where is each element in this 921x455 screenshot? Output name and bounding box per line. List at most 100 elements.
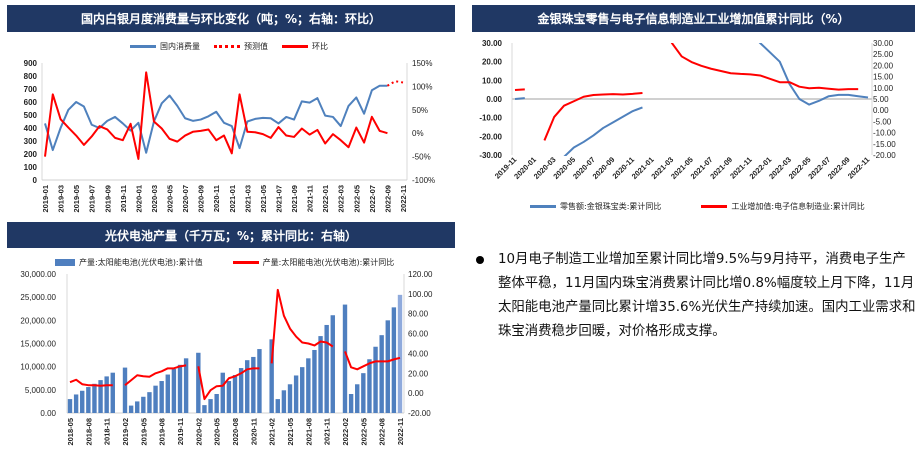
bar: [361, 373, 366, 413]
y-right-tick-label: 30.00: [873, 39, 894, 48]
y-right-tick-label: 80.00: [408, 310, 429, 319]
x-tick-label: 2021-11: [306, 185, 315, 212]
y-right-tick-label: -50%: [412, 153, 431, 162]
bar: [177, 364, 183, 413]
y-right-tick-label: 100%: [412, 82, 432, 91]
bar: [220, 372, 225, 413]
bar: [202, 405, 207, 413]
y-left-tick-label: 15,000.00: [20, 340, 56, 349]
legend-item: 环比: [282, 41, 328, 52]
y-right-tick-label: 60.00: [408, 330, 429, 339]
bar: [67, 399, 73, 413]
legend-item: 预测值: [214, 41, 268, 52]
y-left-tick-label: 0.00: [486, 95, 502, 104]
x-tick-label: 2019-03: [57, 185, 66, 213]
y-right-tick-label: 5.00: [873, 95, 889, 104]
legend-label: 环比: [312, 42, 328, 51]
bar: [257, 349, 262, 413]
x-tick-label: 2021-09: [290, 185, 299, 213]
y-right-tick-label: 150%: [412, 59, 432, 68]
x-tick-label: 2019-01: [41, 185, 50, 213]
y-left-tick-label: 20.00: [482, 58, 503, 67]
y-left-tick-label: 30,000.00: [20, 270, 56, 279]
bar: [269, 339, 274, 413]
legend-swatch: [232, 261, 259, 264]
legend-label: 国内消费量: [160, 42, 200, 51]
series-line-2: [197, 366, 260, 401]
bar: [312, 349, 317, 413]
bar: [318, 336, 323, 413]
y-left-tick-label: -20.00: [479, 132, 502, 141]
y-left-tick-label: 25,000.00: [20, 293, 56, 302]
bar: [73, 394, 79, 413]
x-tick-label: 2021-01: [228, 185, 237, 213]
bar: [355, 384, 360, 413]
x-tick-label: 2020-11: [249, 418, 258, 445]
y-left-tick-label: 20,000.00: [20, 316, 56, 325]
bar: [324, 324, 329, 413]
bar: [385, 320, 390, 413]
x-tick-label: 2019-11: [119, 185, 128, 212]
bar: [348, 394, 354, 413]
y-right-tick-label: -20.00: [873, 151, 896, 160]
x-tick-label: 2019-02: [121, 418, 130, 446]
x-tick-label: 2022-11: [399, 185, 408, 212]
y-right-tick-label: -20.00: [408, 409, 431, 418]
x-tick-label: 2019-09: [103, 185, 112, 213]
bar: [226, 381, 232, 413]
legend-swatch: [55, 259, 75, 266]
series-line-2: [514, 88, 525, 92]
y-left-tick-label: -10.00: [479, 114, 502, 123]
bar: [238, 368, 244, 413]
y-left-tick-label: 30.00: [482, 39, 503, 48]
x-tick-label: 2020-09: [197, 185, 206, 213]
plot-area: [67, 288, 403, 413]
series-line-2: [124, 364, 187, 386]
bar: [275, 399, 280, 413]
series-line-1: [514, 97, 525, 100]
bar: [135, 401, 140, 413]
y-left-tick-label: 400: [24, 124, 38, 133]
legend-swatch: [282, 45, 308, 48]
bar: [147, 392, 152, 413]
x-tick-label: 2022-02: [341, 418, 350, 446]
bar: [287, 384, 293, 413]
bar: [367, 359, 372, 413]
bar: [342, 304, 348, 413]
y-left-tick-label: 800: [24, 72, 38, 81]
x-tick-label: 2020-05: [213, 418, 222, 446]
plot-area: [44, 71, 404, 160]
series-line-2: [670, 43, 859, 91]
legend-swatch: [130, 45, 156, 48]
legend-label: 零售额:金银珠宝类:累计同比: [560, 202, 662, 211]
y-left-tick-label: 900: [24, 59, 38, 68]
bar: [171, 368, 177, 413]
x-tick-label: 2021-02: [268, 418, 277, 446]
bar: [196, 352, 201, 413]
y-right-tick-label: 0%: [412, 129, 424, 138]
x-tick-label: 2022-07: [368, 185, 377, 213]
legend-label: 产量:太阳能电池(光伏电池):累计值: [79, 258, 203, 267]
bar: [293, 375, 299, 413]
x-tick-label: 2020-11: [212, 185, 221, 212]
series-line-1: [758, 43, 869, 106]
y-right-tick-label: 25.00: [873, 50, 894, 59]
x-tick-label: 2021-08: [304, 418, 313, 446]
bar: [330, 315, 335, 413]
y-right-tick-label: 10.00: [873, 84, 894, 93]
legend-label: 预测值: [244, 42, 268, 51]
y-left-tick-label: 0: [33, 176, 38, 185]
x-tick-label: 2018-11: [103, 418, 112, 445]
commentary: 10月电子制造工业增加至累计同比增9.5%与9月持平，消费电子生产整体平稳，11…: [476, 248, 918, 344]
x-tick-label: 2020-05: [166, 185, 175, 213]
bar: [165, 374, 170, 413]
legend-item: 零售额:金银珠宝类:累计同比: [530, 201, 661, 212]
chart3-legend: 产量:太阳能电池(光伏电池):累计值 产量:太阳能电池(光伏电池):累计同比: [55, 257, 394, 268]
x-tick-label: 2021-07: [274, 185, 283, 213]
bar: [159, 381, 164, 413]
y-right-tick-label: 50%: [412, 106, 428, 115]
y-left-tick-label: 0.00: [40, 409, 56, 418]
y-left-tick-label: 200: [24, 150, 38, 159]
bar: [128, 405, 134, 413]
